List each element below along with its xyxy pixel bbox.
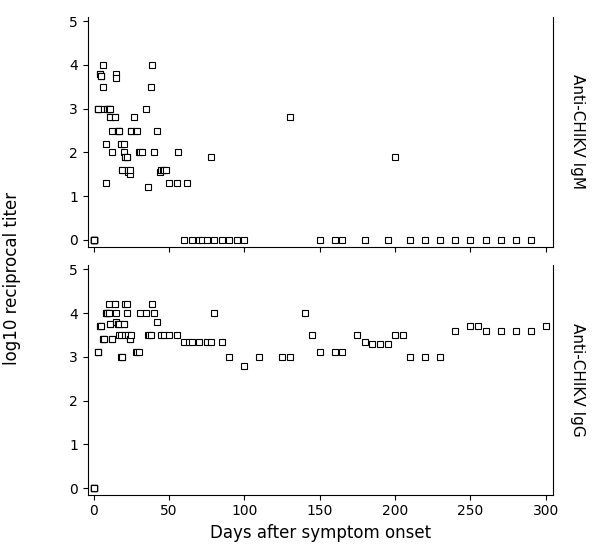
Text: log10 reciprocal titer: log10 reciprocal titer <box>3 192 21 365</box>
X-axis label: Days after symptom onset: Days after symptom onset <box>210 524 431 542</box>
Y-axis label: Anti-CHIKV IgM: Anti-CHIKV IgM <box>570 74 585 189</box>
Y-axis label: Anti-CHIKV IgG: Anti-CHIKV IgG <box>570 323 585 437</box>
